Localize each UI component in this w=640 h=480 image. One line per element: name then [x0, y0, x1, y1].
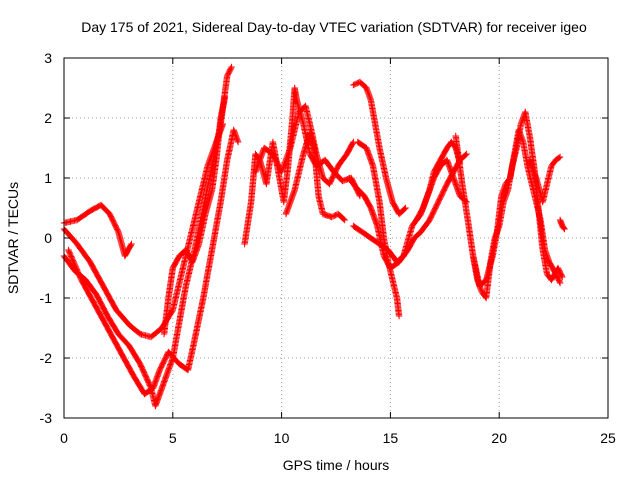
data-point-markers — [65, 126, 242, 398]
x-tick-label: 10 — [274, 430, 290, 446]
data-point-markers — [452, 108, 566, 302]
y-tick-label: -1 — [40, 290, 53, 306]
y-tick-label: 0 — [44, 230, 52, 246]
series-trace-15 — [469, 126, 564, 290]
data-point-markers — [354, 138, 403, 320]
series-trace-14 — [452, 108, 566, 302]
y-tick-label: 3 — [44, 50, 52, 66]
data-point-markers — [60, 63, 235, 410]
series-trace-1 — [60, 201, 135, 260]
y-axis-label: SDTVAR / TECUs — [5, 182, 21, 294]
series-trace-8 — [282, 129, 348, 224]
grid — [64, 58, 608, 418]
series-trace-3 — [60, 63, 235, 410]
data-point-markers — [60, 201, 135, 260]
series-trace-4 — [65, 126, 242, 398]
x-tick-label: 5 — [169, 430, 177, 446]
series-trace-5 — [160, 93, 229, 338]
data-point-markers — [160, 93, 229, 338]
series-trace-9 — [350, 78, 409, 218]
x-tick-label: 0 — [60, 430, 68, 446]
series-trace-17 — [556, 216, 568, 233]
x-axis-ticks: 0 5 10 15 20 25 — [60, 58, 616, 446]
x-tick-label: 20 — [491, 430, 507, 446]
x-tick-label: 15 — [383, 430, 399, 446]
data-point-markers — [469, 126, 564, 290]
data-point-markers — [350, 78, 409, 218]
y-tick-label: 1 — [44, 170, 52, 186]
y-tick-label: -2 — [40, 350, 53, 366]
x-axis-label: GPS time / hours — [283, 457, 390, 473]
data-points — [60, 63, 568, 410]
data-point-markers — [556, 216, 568, 233]
series-trace-10 — [354, 138, 403, 320]
x-tick-label: 25 — [600, 430, 616, 446]
series-trace-16 — [526, 153, 564, 206]
y-axis-ticks: -3 -2 -1 0 1 2 3 — [40, 50, 608, 426]
y-tick-label: 2 — [44, 110, 52, 126]
data-point-markers — [282, 129, 348, 224]
data-point-markers — [526, 153, 564, 206]
y-tick-label: -3 — [40, 410, 53, 426]
chart-title: Day 175 of 2021, Sidereal Day-to-day VTE… — [81, 19, 587, 35]
